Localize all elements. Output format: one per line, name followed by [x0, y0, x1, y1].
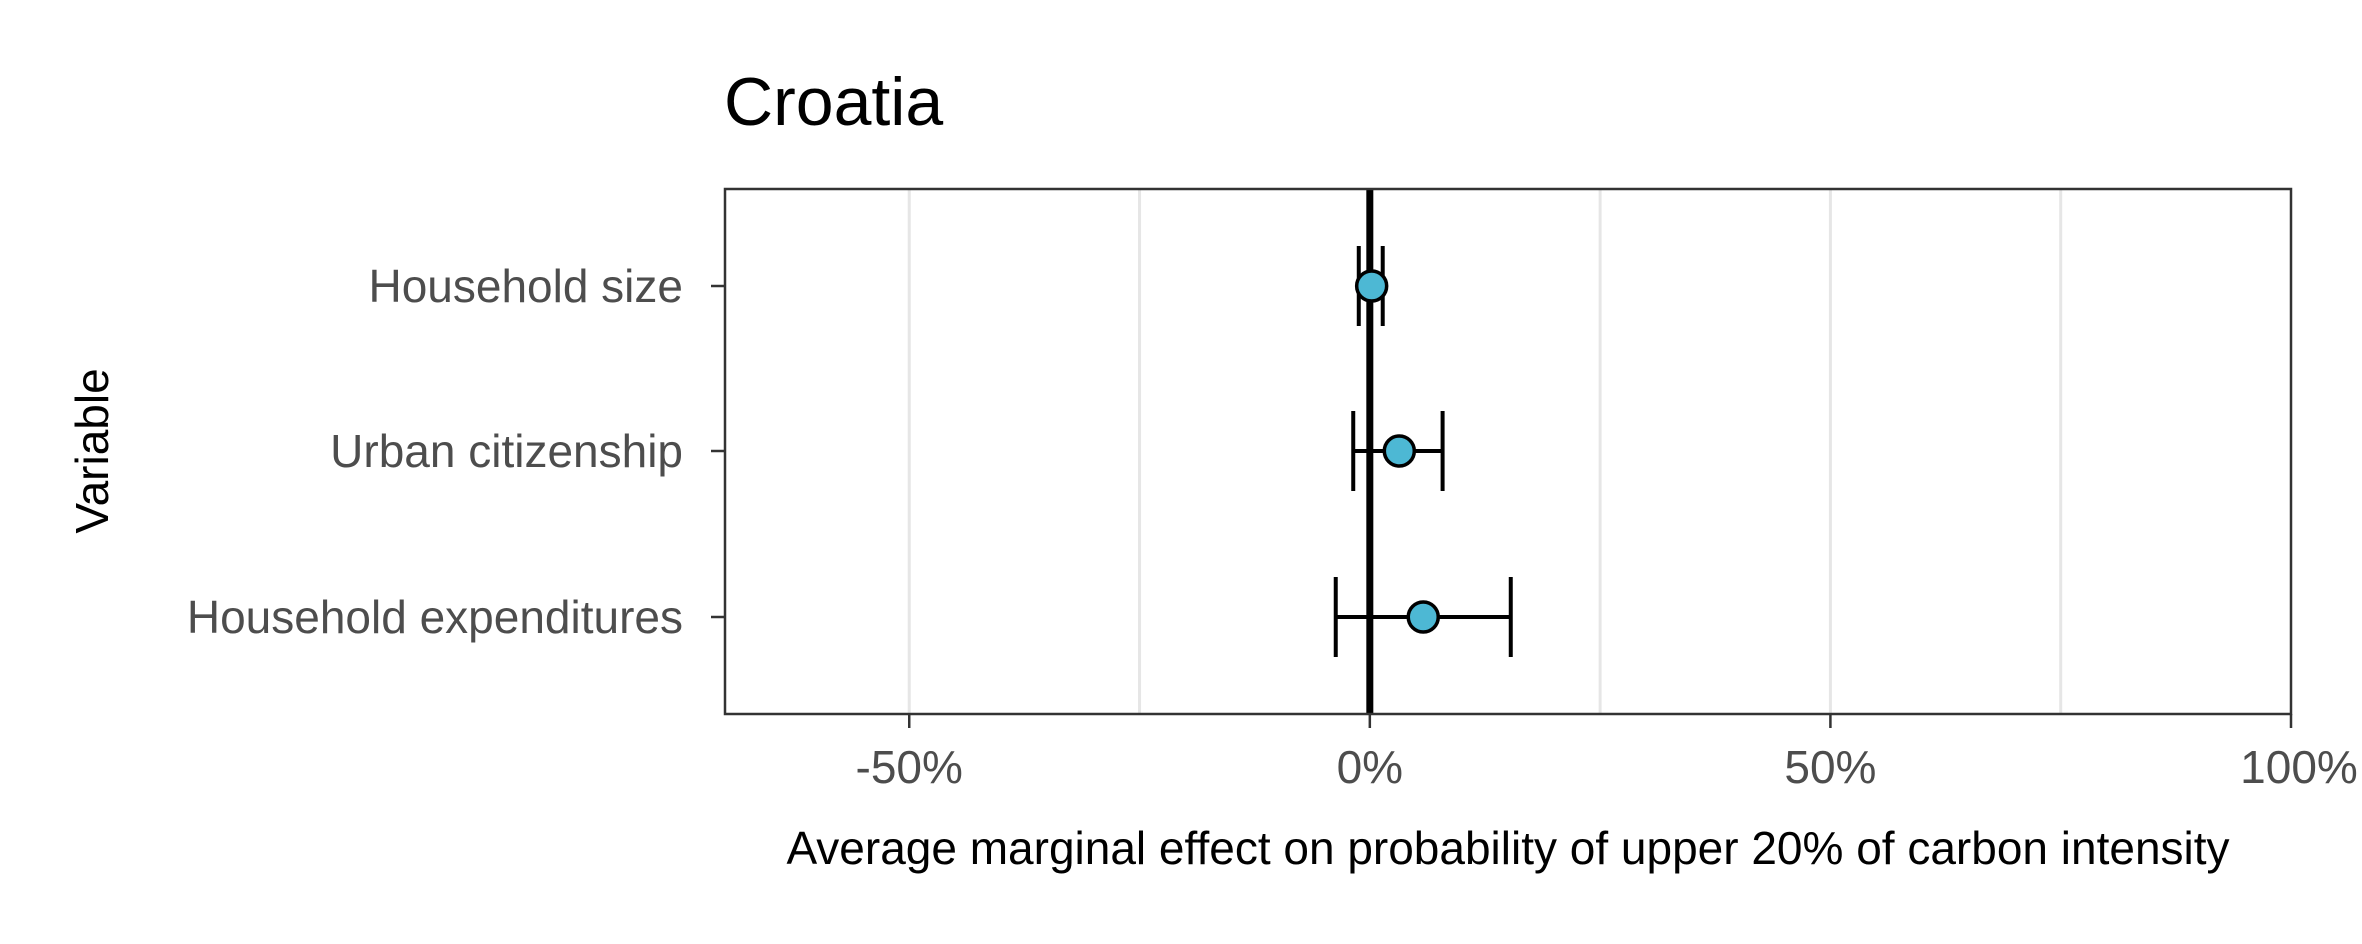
estimate-point: [1382, 434, 1417, 468]
x-tick-label: 100%: [2240, 741, 2358, 793]
estimate-group: [1354, 246, 1389, 326]
estimate-group: [1351, 411, 1445, 491]
estimate-point: [1354, 269, 1389, 303]
y-tick-label: Urban citizenship: [330, 425, 683, 477]
x-tick-label: 0%: [1337, 741, 1403, 793]
estimate-group: [1333, 577, 1513, 657]
x-tick-label: 50%: [1784, 741, 1876, 793]
y-tick-label: Household size: [368, 260, 683, 312]
estimate-point: [1406, 600, 1441, 634]
x-axis-title: Average marginal effect on probability o…: [786, 822, 2229, 874]
chart-title: Croatia: [724, 64, 943, 140]
y-axis-title: Variable: [66, 368, 118, 533]
y-tick-label: Household expenditures: [187, 591, 683, 643]
x-tick-label: -50%: [856, 741, 963, 793]
plot-panel-border: [723, 187, 2293, 716]
